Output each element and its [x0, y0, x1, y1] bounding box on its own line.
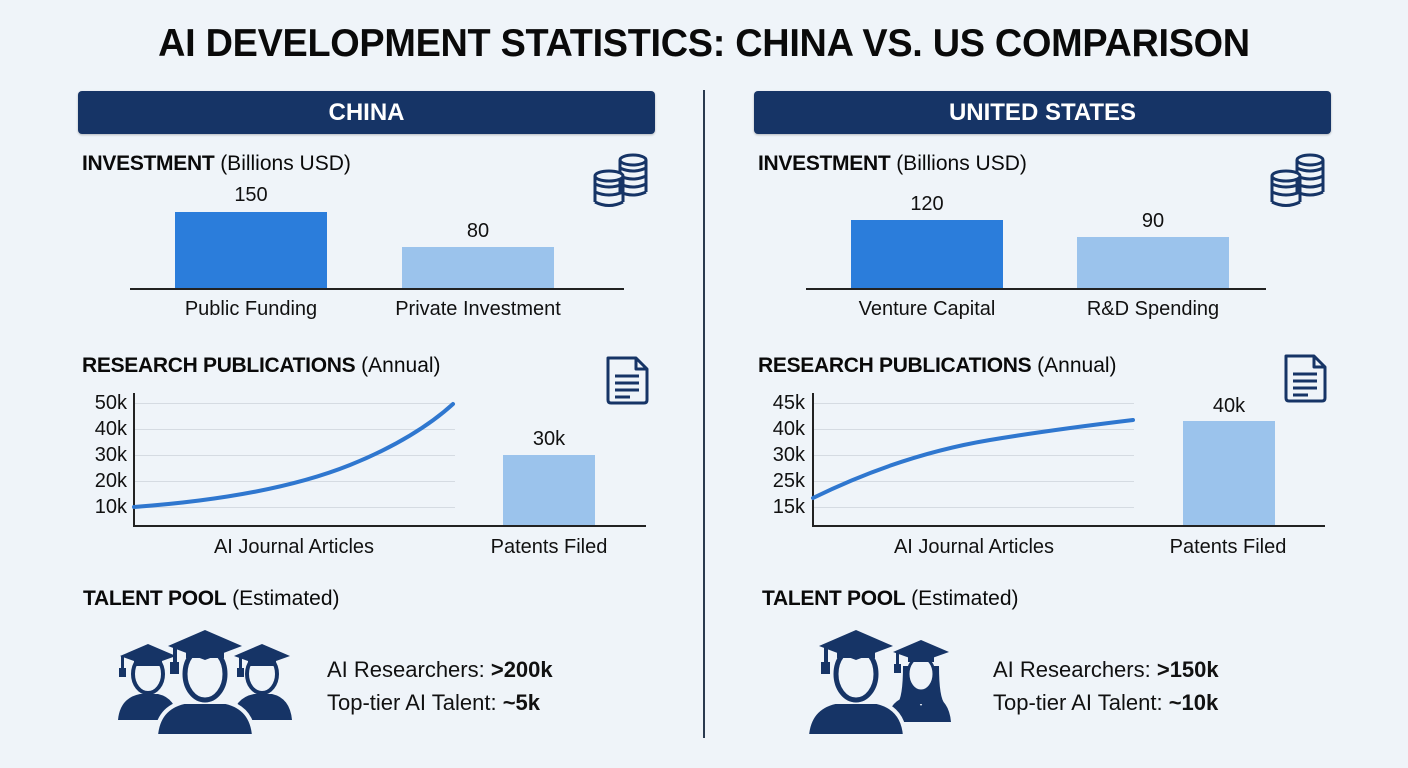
y-axis — [133, 393, 135, 526]
gridline — [814, 507, 1134, 508]
section-subtitle: (Estimated) — [911, 587, 1019, 610]
researchers-label: AI Researchers: — [993, 657, 1157, 682]
gridline — [135, 403, 455, 404]
gridline — [814, 481, 1134, 482]
bar-value-rd-spending: 90 — [1141, 210, 1165, 232]
y-tick: 45k — [772, 392, 805, 414]
top-tier-label: Top-tier AI Talent: — [993, 690, 1169, 715]
china-talent-label: TALENT POOL (Estimated) — [83, 587, 340, 611]
bar-rd-spending — [1077, 237, 1229, 289]
bar-value-venture-capital: 120 — [910, 193, 944, 215]
section-subtitle: (Annual) — [361, 354, 441, 377]
bar-value-public-funding: 150 — [234, 184, 268, 206]
y-tick: 40k — [94, 418, 127, 440]
china-research-label: RESEARCH PUBLICATIONS (Annual) — [82, 354, 441, 378]
cat-ai-journal-articles: AI Journal Articles — [893, 536, 1055, 558]
bar-value-private-investment: 80 — [466, 220, 490, 242]
bar-patents-filed — [503, 455, 595, 525]
section-subtitle: (Estimated) — [232, 587, 340, 610]
y-tick: 25k — [772, 470, 805, 492]
section-subtitle: (Billions USD) — [220, 152, 351, 175]
section-title: RESEARCH PUBLICATIONS — [758, 354, 1032, 377]
investment-baseline — [806, 288, 1266, 290]
bar-venture-capital — [851, 220, 1003, 289]
researchers-label: AI Researchers: — [327, 657, 491, 682]
china-header: CHINA — [78, 91, 655, 134]
coins-icon — [593, 153, 648, 207]
top-tier-value: ~5k — [502, 690, 541, 715]
page-title: AI DEVELOPMENT STATISTICS: CHINA VS. US … — [158, 22, 1250, 65]
section-title: TALENT POOL — [83, 587, 227, 610]
china-researchers: AI Researchers: >200k — [327, 657, 553, 683]
researchers-value: >200k — [490, 657, 553, 682]
bar-patents-filed — [1183, 421, 1275, 525]
graduates-icon — [804, 630, 951, 738]
us-investment-label: INVESTMENT (Billions USD) — [758, 152, 1027, 176]
top-tier-label: Top-tier AI Talent: — [327, 690, 503, 715]
cat-patents-filed: Patents Filed — [490, 536, 608, 558]
section-title: INVESTMENT — [82, 152, 215, 175]
y-tick: 20k — [94, 470, 127, 492]
gridline — [814, 403, 1134, 404]
cat-private-investment: Private Investment — [395, 298, 561, 320]
china-investment-label: INVESTMENT (Billions USD) — [82, 152, 351, 176]
us-researchers: AI Researchers: >150k — [993, 657, 1219, 683]
research-baseline — [812, 525, 1325, 527]
gridline — [135, 429, 455, 430]
bar-value-patents: 30k — [532, 428, 566, 450]
section-title: TALENT POOL — [762, 587, 906, 610]
cat-venture-capital: Venture Capital — [858, 298, 996, 320]
section-title: RESEARCH PUBLICATIONS — [82, 354, 356, 377]
cat-public-funding: Public Funding — [184, 298, 318, 320]
y-tick: 50k — [94, 392, 127, 414]
coins-icon — [1270, 153, 1325, 207]
us-research-label: RESEARCH PUBLICATIONS (Annual) — [758, 354, 1117, 378]
research-baseline — [133, 525, 646, 527]
y-tick: 10k — [94, 496, 127, 518]
bar-public-funding — [175, 212, 327, 289]
y-tick: 15k — [772, 496, 805, 518]
section-subtitle: (Annual) — [1037, 354, 1117, 377]
us-top-tier: Top-tier AI Talent: ~10k — [993, 690, 1218, 716]
graduates-icon — [118, 630, 292, 738]
y-tick: 30k — [94, 444, 127, 466]
top-tier-value: ~10k — [1168, 690, 1219, 715]
us-header: UNITED STATES — [754, 91, 1331, 134]
y-axis — [812, 393, 814, 526]
section-subtitle: (Billions USD) — [896, 152, 1027, 175]
bar-private-investment — [402, 247, 554, 289]
china-top-tier: Top-tier AI Talent: ~5k — [327, 690, 540, 716]
cat-rd-spending: R&D Spending — [1086, 298, 1220, 320]
center-divider — [703, 90, 705, 738]
gridline — [814, 429, 1134, 430]
gridline — [135, 507, 455, 508]
gridline — [135, 455, 455, 456]
cat-patents-filed: Patents Filed — [1169, 536, 1287, 558]
section-title: INVESTMENT — [758, 152, 891, 175]
us-talent-label: TALENT POOL (Estimated) — [762, 587, 1019, 611]
y-tick: 40k — [772, 418, 805, 440]
investment-baseline — [130, 288, 624, 290]
y-tick: 30k — [772, 444, 805, 466]
researchers-value: >150k — [1156, 657, 1219, 682]
cat-ai-journal-articles: AI Journal Articles — [213, 536, 375, 558]
document-icon — [1284, 354, 1327, 403]
bar-value-patents: 40k — [1212, 395, 1246, 417]
document-icon — [606, 356, 649, 405]
gridline — [814, 455, 1134, 456]
